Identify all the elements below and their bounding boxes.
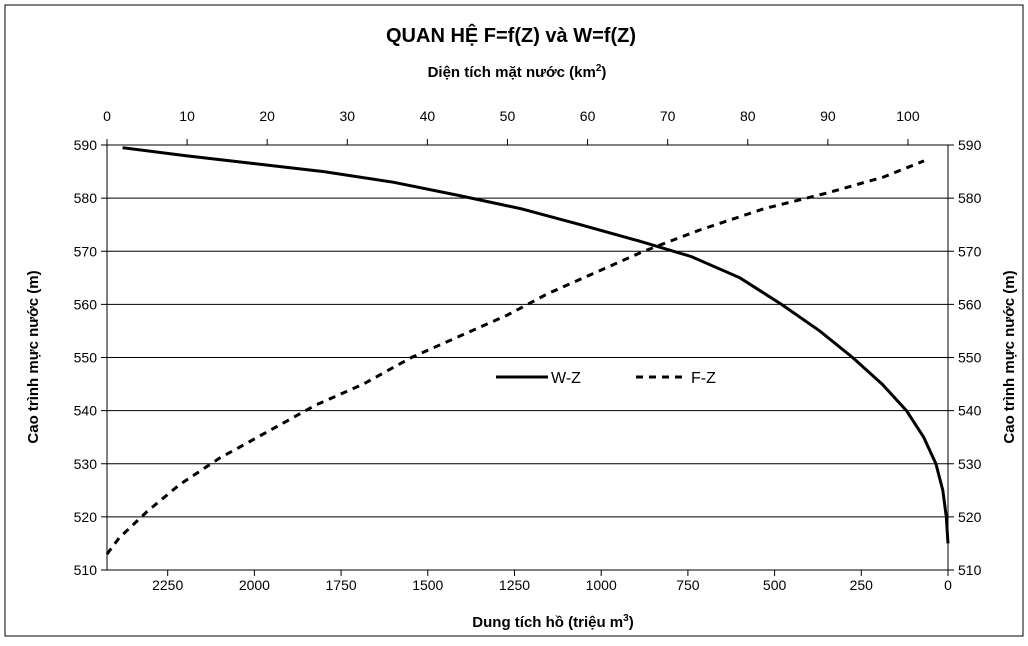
top-tick-label: 30 (339, 108, 355, 124)
right-tick-label: 520 (958, 509, 982, 525)
top-axis-label-sup: 2 (596, 63, 602, 74)
grid-lines (107, 197, 948, 518)
top-tick-label: 80 (740, 108, 756, 124)
top-tick-label: 50 (500, 108, 516, 124)
bottom-tick-label: 1750 (326, 577, 357, 593)
top-tick-label: 90 (820, 108, 836, 124)
top-tick-label: 40 (420, 108, 436, 124)
bottom-tick-label: 2250 (152, 577, 183, 593)
right-tick-label: 580 (958, 190, 982, 206)
left-tick-label: 580 (74, 190, 98, 206)
bottom-tick-label: 500 (763, 577, 787, 593)
right-tick-label: 530 (958, 456, 982, 472)
left-tick-label: 520 (74, 509, 98, 525)
top-tick-label: 70 (660, 108, 676, 124)
right-tick-label: 510 (958, 562, 982, 578)
bottom-tick-label: 1000 (586, 577, 617, 593)
bottom-tick-label: 2000 (239, 577, 270, 593)
series-line-W-Z (122, 146, 950, 544)
top-tick-label: 0 (103, 108, 111, 124)
bottom-axis-label-sup: 3 (623, 613, 629, 624)
series-line-F-Z (105, 159, 925, 555)
right-tick-label: 550 (958, 350, 982, 366)
right-tick-label: 560 (958, 296, 982, 312)
chart-frame (4, 4, 1024, 637)
left-tick-label: 530 (74, 456, 98, 472)
right-tick-label: 540 (958, 403, 982, 419)
bottom-axis-label-main: Dung tích hồ (triệu m (472, 614, 623, 631)
top-axis-label-main: Diện tích mặt nước (km (428, 64, 596, 81)
bottom-tick-label: 250 (850, 577, 874, 593)
series-lines (105, 146, 950, 555)
top-tick-label: 20 (259, 108, 275, 124)
top-tick-label: 100 (896, 108, 920, 124)
top-axis-label-tail: ) (601, 64, 606, 81)
bottom-axis-label-tail: ) (629, 614, 634, 631)
bottom-tick-label: 750 (676, 577, 700, 593)
left-tick-label: 560 (74, 296, 98, 312)
bottom-tick-label: 0 (944, 577, 952, 593)
bottom-tick-label: 1250 (499, 577, 530, 593)
right-tick-label: 590 (958, 137, 982, 153)
axes: 510 520 530 540 550 560 570 580 590 510 520 530 540 5… (74, 108, 982, 593)
left-tick-label: 590 (74, 137, 98, 153)
legend-label-W-Z: W-Z (551, 370, 581, 387)
top-tick-label: 60 (580, 108, 596, 124)
bottom-axis-label: Dung tích hồ (triệu m3) (472, 613, 633, 631)
chart-title: QUAN HỆ F=f(Z) và W=f(Z) (386, 23, 636, 47)
top-axis-label: Diện tích mặt nước (km2) (428, 63, 607, 81)
left-tick-label: 510 (74, 562, 98, 578)
bottom-tick-label: 1500 (412, 577, 443, 593)
left-tick-label: 550 (74, 350, 98, 366)
top-tick-label: 10 (179, 108, 195, 124)
left-axis-label: Cao trình mực nước (m) (25, 270, 42, 443)
legend-label-F-Z: F-Z (691, 370, 716, 387)
right-tick-label: 570 (958, 243, 982, 259)
legend: W-Z F-Z (496, 370, 716, 387)
left-tick-label: 540 (74, 403, 98, 419)
right-axis-label: Cao trình mực nước (m) (1001, 270, 1018, 443)
left-tick-label: 570 (74, 243, 98, 259)
